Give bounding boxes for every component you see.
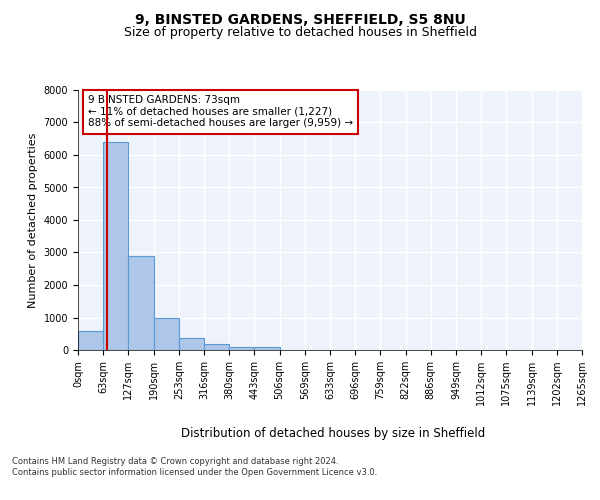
Text: Contains HM Land Registry data © Crown copyright and database right 2024.
Contai: Contains HM Land Registry data © Crown c… bbox=[12, 458, 377, 477]
Text: Distribution of detached houses by size in Sheffield: Distribution of detached houses by size … bbox=[181, 428, 485, 440]
Bar bbox=[204, 344, 229, 350]
Text: Size of property relative to detached houses in Sheffield: Size of property relative to detached ho… bbox=[124, 26, 476, 39]
Text: 9 BINSTED GARDENS: 73sqm
← 11% of detached houses are smaller (1,227)
88% of sem: 9 BINSTED GARDENS: 73sqm ← 11% of detach… bbox=[88, 95, 353, 128]
Bar bbox=[254, 348, 280, 350]
Bar bbox=[103, 142, 128, 350]
Bar bbox=[78, 330, 103, 350]
Bar bbox=[229, 347, 254, 350]
Bar bbox=[154, 318, 179, 350]
Y-axis label: Number of detached properties: Number of detached properties bbox=[28, 132, 38, 308]
Bar bbox=[128, 256, 154, 350]
Text: 9, BINSTED GARDENS, SHEFFIELD, S5 8NU: 9, BINSTED GARDENS, SHEFFIELD, S5 8NU bbox=[134, 12, 466, 26]
Bar bbox=[179, 338, 204, 350]
